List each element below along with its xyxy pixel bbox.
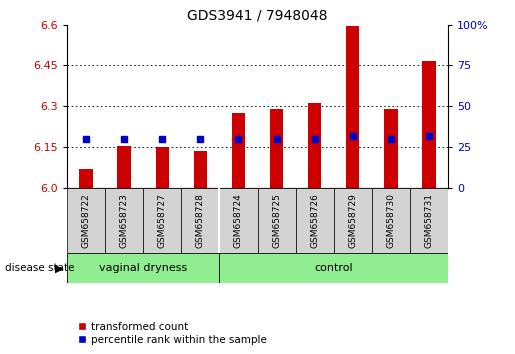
Bar: [79, 169, 93, 188]
Bar: [232, 113, 245, 188]
Bar: [384, 109, 398, 188]
Text: GSM658731: GSM658731: [424, 193, 434, 248]
Text: ▶: ▶: [55, 263, 63, 273]
Bar: [67, 188, 105, 253]
Text: GSM658730: GSM658730: [386, 193, 396, 248]
Text: GSM658727: GSM658727: [158, 193, 167, 248]
Bar: [346, 26, 359, 188]
Bar: [105, 188, 143, 253]
Text: vaginal dryness: vaginal dryness: [99, 263, 187, 273]
Text: GSM658722: GSM658722: [81, 193, 91, 248]
Text: GDS3941 / 7948048: GDS3941 / 7948048: [187, 9, 328, 23]
Legend: transformed count, percentile rank within the sample: transformed count, percentile rank withi…: [72, 317, 271, 349]
Text: GSM658726: GSM658726: [310, 193, 319, 248]
Text: GSM658729: GSM658729: [348, 193, 357, 248]
Bar: [117, 145, 131, 188]
Bar: [181, 188, 219, 253]
Text: GSM658724: GSM658724: [234, 193, 243, 248]
Text: GSM658723: GSM658723: [119, 193, 129, 248]
Bar: [258, 188, 296, 253]
Bar: [410, 188, 448, 253]
Text: GSM658728: GSM658728: [196, 193, 205, 248]
Bar: [219, 188, 258, 253]
Bar: [156, 148, 169, 188]
Bar: [219, 253, 448, 283]
Bar: [372, 188, 410, 253]
Bar: [308, 103, 321, 188]
Bar: [296, 188, 334, 253]
Text: GSM658725: GSM658725: [272, 193, 281, 248]
Bar: [334, 188, 372, 253]
Bar: [194, 151, 207, 188]
Bar: [270, 109, 283, 188]
Bar: [143, 188, 181, 253]
Bar: [67, 253, 219, 283]
Text: disease state: disease state: [5, 263, 75, 273]
Bar: [422, 61, 436, 188]
Text: control: control: [314, 263, 353, 273]
